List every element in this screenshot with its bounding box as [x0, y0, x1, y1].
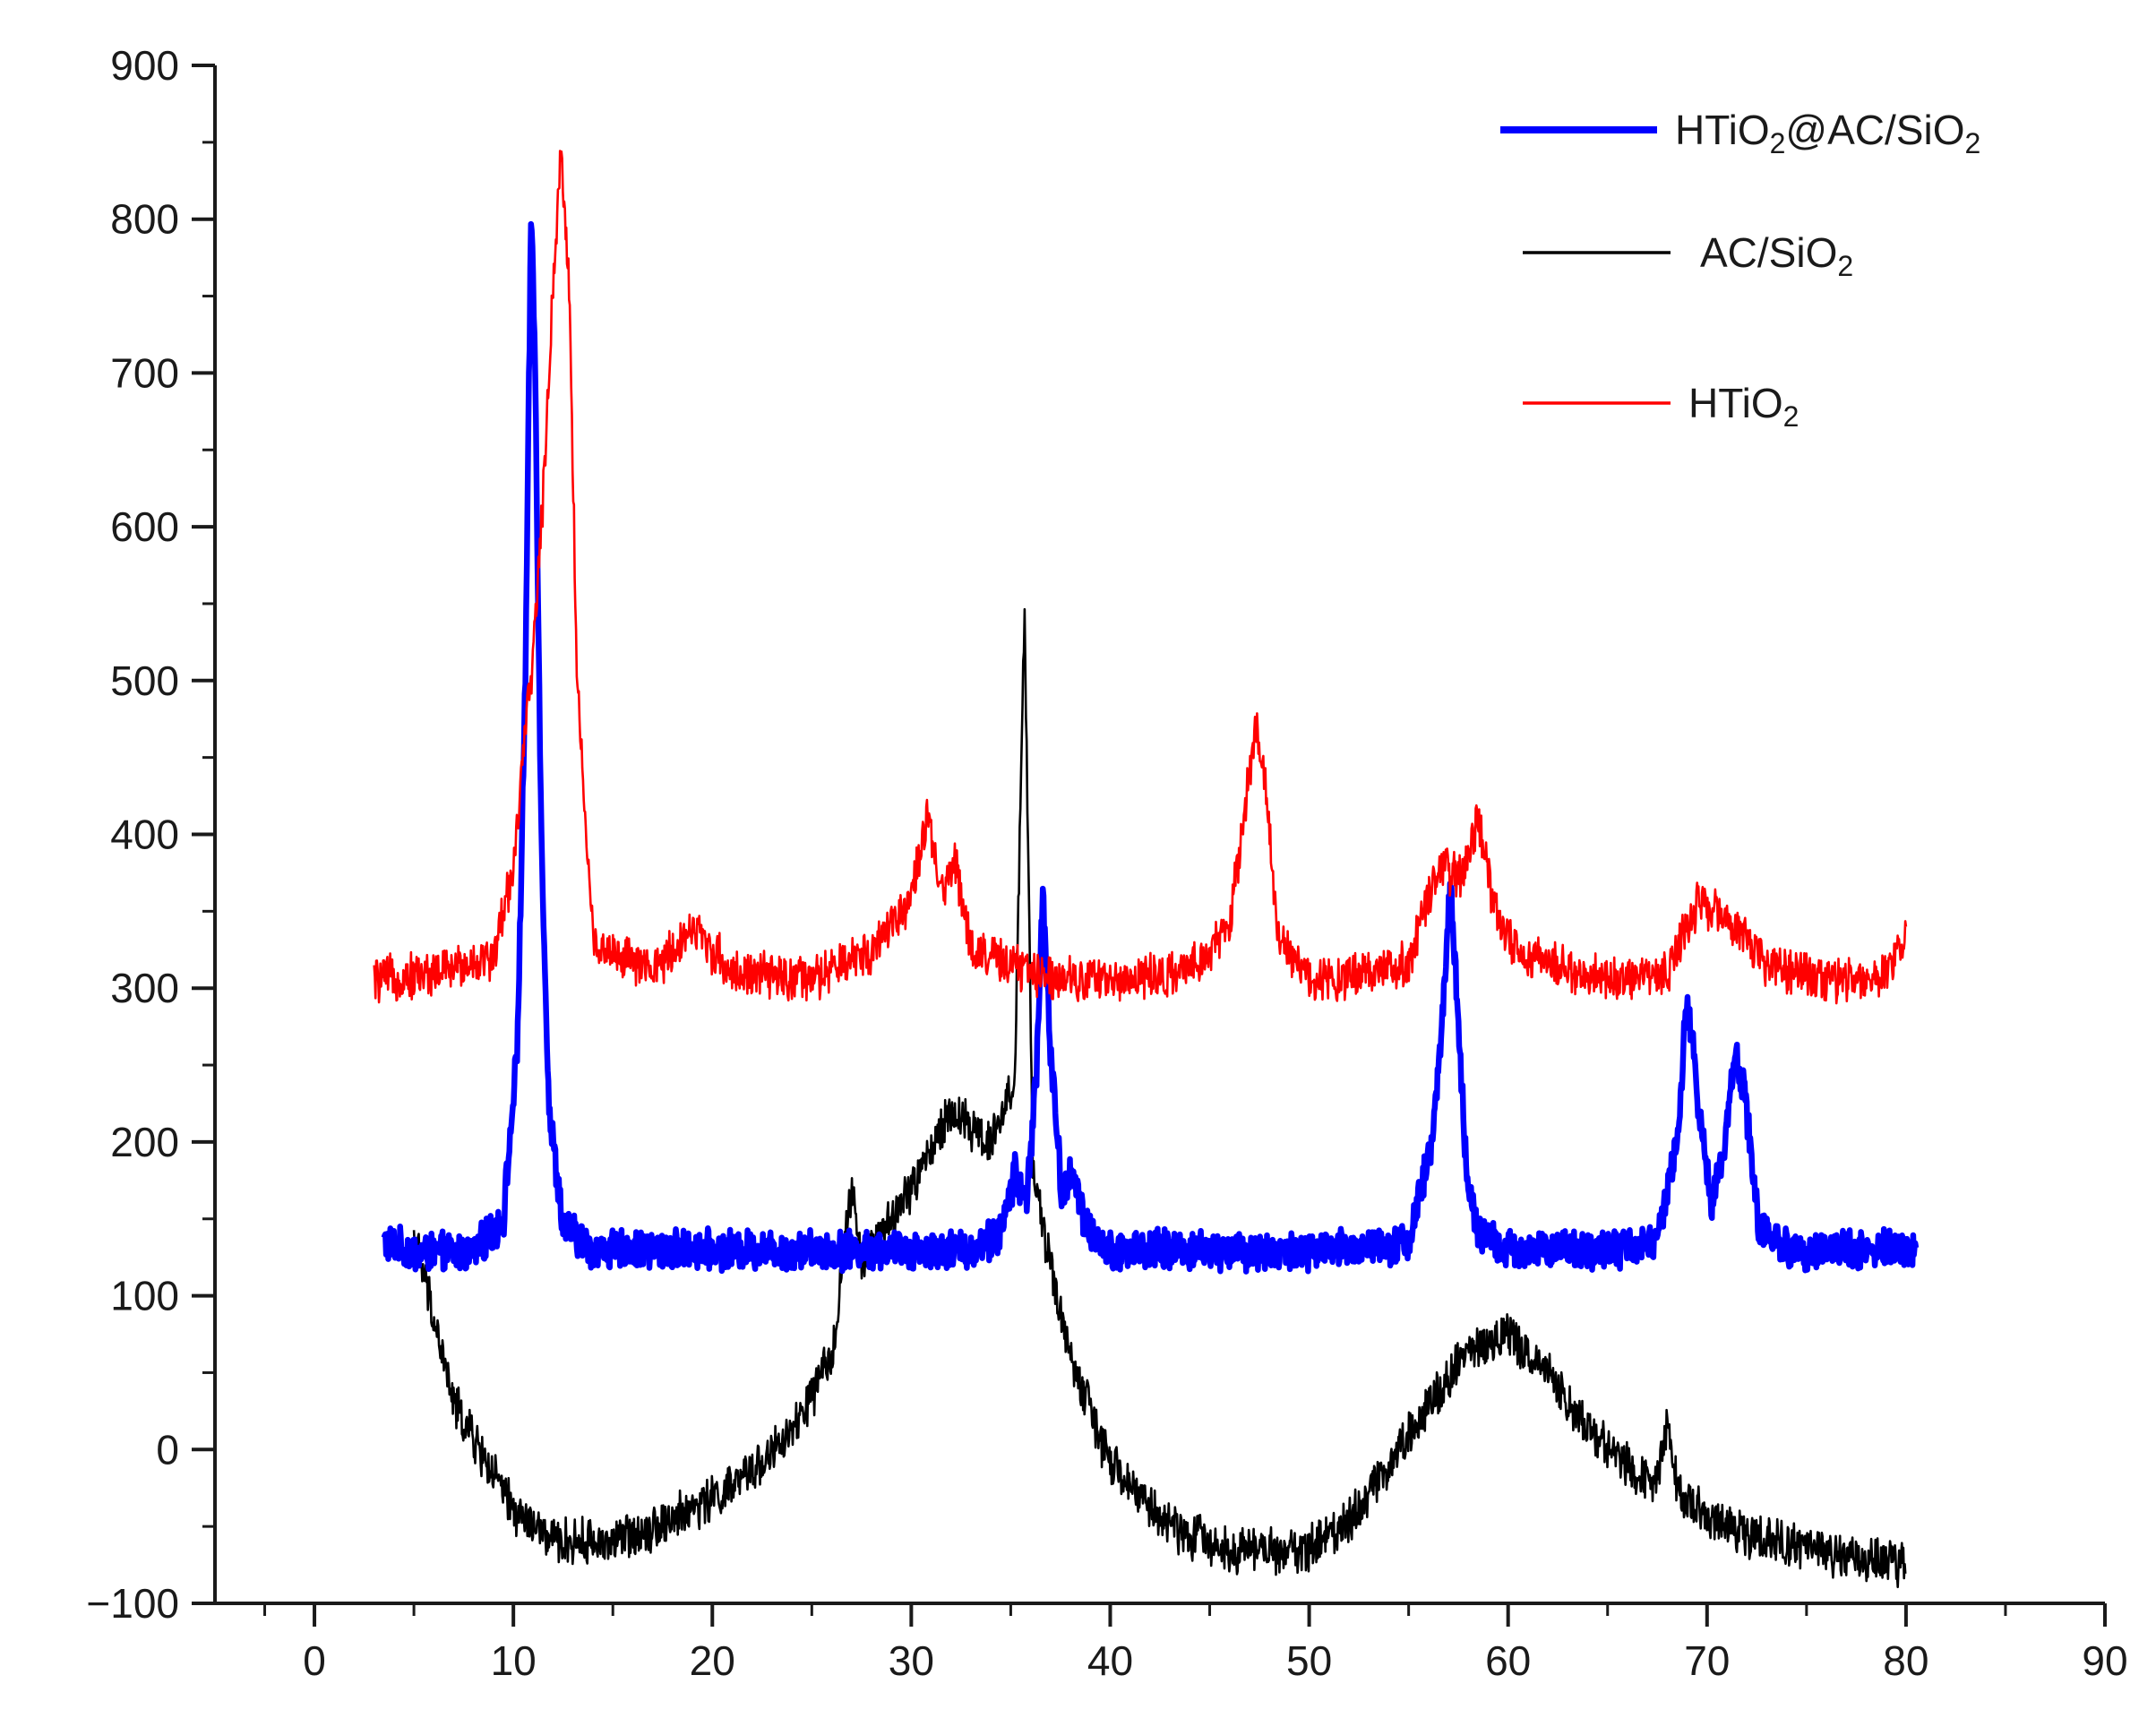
legend-label-2: HTiO2 — [1688, 380, 1799, 433]
x-tick-label: 40 — [1087, 1637, 1133, 1684]
y-tick-label: 100 — [110, 1273, 179, 1319]
x-tick-label: 20 — [690, 1637, 735, 1684]
y-tick-label: 0 — [156, 1426, 179, 1473]
x-tick-label: 70 — [1684, 1637, 1730, 1684]
legend-label-1: AC/SiO2 — [1700, 229, 1853, 282]
x-tick-label: 80 — [1883, 1637, 1928, 1684]
legend-label-0: HTiO2@AC/SiO2 — [1675, 107, 1980, 159]
y-tick-label: 900 — [110, 42, 179, 89]
x-tick-label: 30 — [889, 1637, 934, 1684]
y-tick-label: 600 — [110, 503, 179, 550]
y-tick-label: 700 — [110, 349, 179, 396]
x-tick-label: 60 — [1485, 1637, 1531, 1684]
series-line-2 — [373, 150, 1908, 1005]
series-line-0 — [381, 220, 1920, 1275]
x-tick-label: 90 — [2082, 1637, 2127, 1684]
series-layer — [373, 150, 1920, 1589]
series-line-1 — [412, 607, 1907, 1589]
x-tick-label: 10 — [491, 1637, 537, 1684]
y-tick-label: −100 — [86, 1580, 179, 1627]
x-tick-label: 50 — [1286, 1637, 1332, 1684]
legend: HTiO2@AC/SiO2 AC/SiO2 HTiO2 — [1500, 107, 1980, 433]
axes: −100 0 100 200 300 400 500 600 700 800 900 0 10 20 30 4… — [86, 42, 2127, 1684]
y-tick-label: 500 — [110, 657, 179, 704]
y-tick-label: 200 — [110, 1119, 179, 1165]
y-tick-label: 400 — [110, 812, 179, 858]
x-tick-label: 0 — [303, 1637, 326, 1684]
y-tick-label: 800 — [110, 196, 179, 243]
y-tick-label: 300 — [110, 965, 179, 1011]
